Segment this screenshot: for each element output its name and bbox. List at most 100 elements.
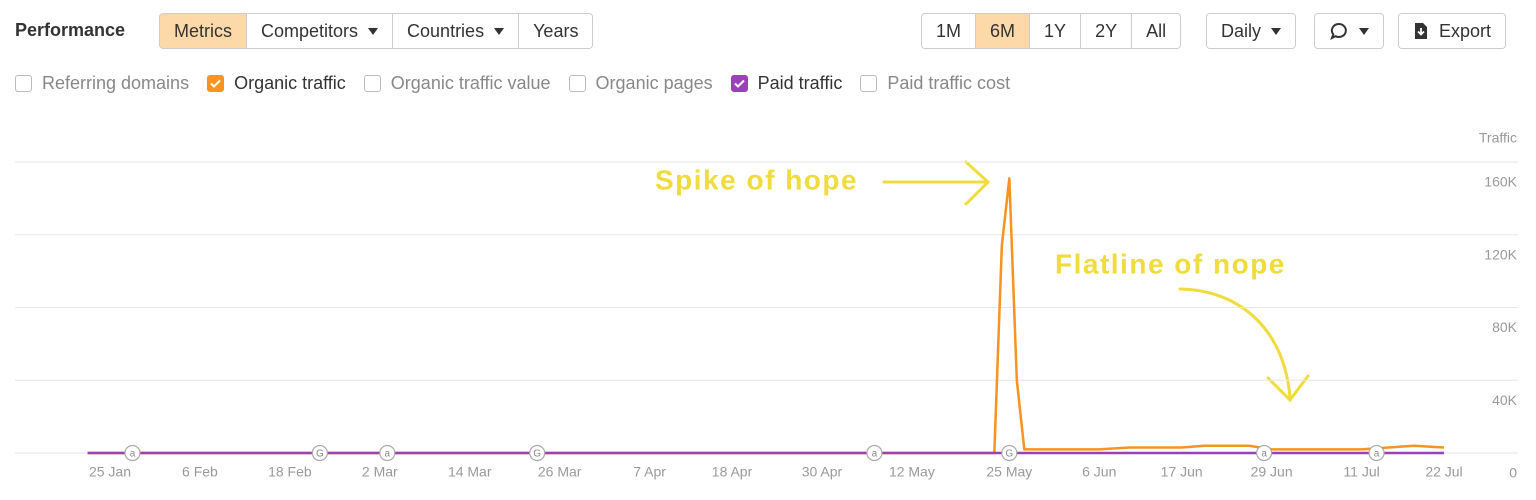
- y-tick-label: 40K: [1492, 392, 1518, 408]
- metric-label: Organic traffic: [234, 73, 346, 93]
- checkbox: [730, 75, 748, 92]
- dropdown-arrow: [1271, 27, 1282, 35]
- checkbox: [207, 75, 225, 92]
- check-mark: [733, 79, 745, 88]
- x-tick-label: 11 Jul: [1343, 464, 1379, 480]
- checkbox: [860, 75, 878, 92]
- x-tick-label: 18 Apr: [712, 464, 753, 480]
- y-tick-label: 120K: [1484, 246, 1517, 262]
- event-marker: [1256, 444, 1273, 462]
- y-tick-label: 80K: [1492, 319, 1518, 335]
- event-marker: [529, 444, 546, 462]
- metric-toggle[interactable]: Organic traffic: [207, 73, 346, 94]
- tab-label: Metrics: [174, 20, 232, 41]
- tab-label: Years: [533, 20, 579, 41]
- interval-button[interactable]: Daily: [1207, 14, 1296, 48]
- metric-label: Paid traffic cost: [887, 73, 1011, 93]
- annotation-arrow: [882, 160, 991, 206]
- event-label: a: [385, 449, 391, 460]
- metric-label: Paid traffic: [757, 73, 843, 93]
- metric-toggle[interactable]: Paid traffic: [730, 73, 843, 94]
- series-line: [87, 177, 1445, 455]
- tab-button[interactable]: Competitors: [246, 14, 393, 48]
- event-marker: [866, 444, 883, 462]
- y-axis-label: Traffic: [1479, 130, 1517, 146]
- tab-label: 1Y: [1044, 20, 1067, 41]
- event-marker: [379, 444, 396, 462]
- comment-button[interactable]: [1315, 14, 1383, 48]
- metric-label: Referring domains: [42, 73, 190, 93]
- metric-label: Organic traffic value: [390, 73, 551, 93]
- y-tick-label: 0: [1509, 465, 1517, 481]
- x-tick-label: 6 Feb: [182, 464, 218, 480]
- comment-dropdown[interactable]: [1314, 13, 1384, 49]
- dropdown-arrow: [368, 27, 379, 35]
- x-tick-label: 29 Jun: [1251, 464, 1293, 480]
- export-group[interactable]: Export: [1398, 13, 1507, 49]
- tab-label: 1M: [936, 20, 962, 41]
- x-tick-label: 25 Jan: [89, 464, 131, 480]
- interval-label: Daily: [1221, 20, 1262, 41]
- annotation: Flatline of nope: [1055, 248, 1286, 279]
- event-marker: [124, 444, 141, 462]
- event-label: a: [1374, 449, 1380, 460]
- event-label: G: [533, 449, 541, 460]
- tab-button[interactable]: Metrics: [160, 14, 246, 48]
- tab-button[interactable]: 6M: [975, 14, 1030, 48]
- x-tick-label: 22 Jul: [1425, 464, 1462, 480]
- page-title: Performance: [15, 20, 126, 40]
- event-label: a: [1261, 449, 1267, 460]
- tab-button[interactable]: 2Y: [1080, 14, 1132, 48]
- tab-button[interactable]: Years: [518, 14, 593, 48]
- event-label: G: [316, 449, 324, 460]
- metric-toggle[interactable]: Referring domains: [15, 73, 189, 94]
- event-label: a: [130, 449, 136, 460]
- export-label: Export: [1439, 20, 1492, 41]
- tab-label: Competitors: [261, 20, 359, 41]
- event-marker: [311, 444, 328, 462]
- x-tick-label: 30 Apr: [802, 464, 843, 480]
- tab-label: 2Y: [1095, 20, 1118, 41]
- metric-toggle[interactable]: Organic traffic value: [363, 73, 551, 94]
- x-tick-label: 6 Jun: [1082, 464, 1116, 480]
- comment-icon: [1330, 22, 1347, 41]
- export-button[interactable]: Export: [1399, 14, 1506, 48]
- tab-button[interactable]: Countries: [392, 14, 519, 48]
- export-icon: [1415, 23, 1427, 39]
- tab-label: All: [1146, 20, 1167, 41]
- x-tick-label: 14 Mar: [448, 464, 492, 480]
- event-marker: [1368, 444, 1385, 462]
- x-tick-label: 26 Mar: [538, 464, 582, 480]
- x-tick-label: 7 Apr: [633, 464, 666, 480]
- x-tick-label: 17 Jun: [1161, 464, 1203, 480]
- metric-label: Organic pages: [595, 73, 713, 93]
- interval-dropdown[interactable]: Daily: [1206, 13, 1297, 49]
- checkbox: [568, 75, 586, 92]
- tab-label: 6M: [990, 20, 1016, 41]
- tab-button[interactable]: All: [1131, 14, 1181, 48]
- checkbox: [363, 75, 381, 92]
- range-tabs: 1M 6M 1Y 2Y All: [921, 13, 1182, 49]
- dropdown-arrow: [494, 27, 505, 35]
- x-tick-label: 2 Mar: [362, 464, 398, 480]
- x-tick-label: 12 May: [889, 464, 935, 480]
- dropdown-arrow: [1359, 27, 1369, 35]
- event-label: G: [1005, 449, 1013, 460]
- x-tick-label: 18 Feb: [268, 464, 312, 480]
- annotation-arrow: [1178, 287, 1310, 403]
- metric-toggle[interactable]: Paid traffic cost: [860, 73, 1010, 94]
- y-tick-label: 160K: [1484, 174, 1517, 190]
- event-label: a: [872, 449, 878, 460]
- checkbox: [15, 75, 32, 92]
- annotation: Spike of hope: [655, 164, 858, 195]
- event-marker: [1001, 444, 1018, 462]
- tab-label: Countries: [407, 20, 485, 41]
- check-mark: [210, 79, 221, 88]
- tab-button[interactable]: 1M: [922, 14, 976, 48]
- x-tick-label: 25 May: [986, 464, 1032, 480]
- metric-toggle[interactable]: Organic pages: [568, 73, 713, 94]
- metric-toggles: Referring domains Organic traffic Organic …: [15, 73, 1010, 94]
- tab-button[interactable]: 1Y: [1029, 14, 1081, 48]
